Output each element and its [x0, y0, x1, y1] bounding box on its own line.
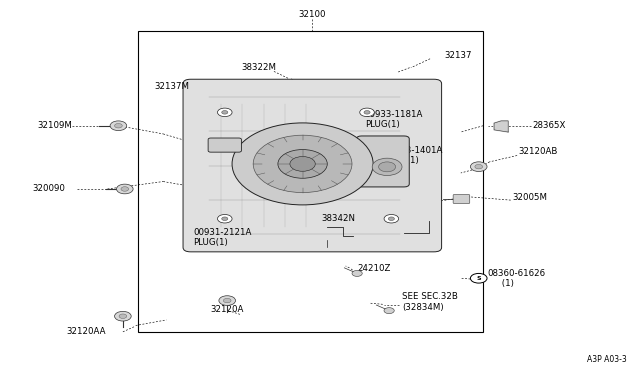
Text: 08360-61626
     (1): 08360-61626 (1) [488, 269, 546, 288]
Circle shape [218, 215, 232, 223]
Text: A3P A03-3: A3P A03-3 [588, 355, 627, 364]
Circle shape [116, 184, 133, 194]
Text: 38342N: 38342N [321, 214, 355, 223]
Text: 32137: 32137 [445, 51, 472, 60]
Circle shape [379, 162, 396, 172]
Text: 00933-1401A
PLUG(1): 00933-1401A PLUG(1) [384, 146, 442, 165]
Circle shape [253, 135, 352, 193]
Circle shape [221, 110, 228, 114]
Text: 32120AB: 32120AB [518, 147, 558, 156]
Circle shape [388, 217, 394, 221]
Circle shape [121, 187, 129, 191]
Circle shape [470, 162, 487, 171]
Polygon shape [494, 121, 508, 132]
Text: 28365X: 28365X [532, 121, 566, 130]
Circle shape [115, 124, 122, 128]
Circle shape [110, 121, 127, 131]
Circle shape [218, 108, 232, 116]
Circle shape [221, 217, 228, 221]
Text: 320090: 320090 [32, 185, 65, 193]
Text: 00931-2121A
PLUG(1): 00931-2121A PLUG(1) [193, 228, 252, 247]
Text: 32100: 32100 [299, 10, 326, 19]
Circle shape [470, 273, 487, 283]
Text: 00933-1181A
PLUG(1): 00933-1181A PLUG(1) [365, 110, 423, 129]
Circle shape [384, 308, 394, 314]
FancyBboxPatch shape [208, 138, 241, 152]
Text: 32120AA: 32120AA [67, 327, 106, 336]
Circle shape [372, 158, 402, 176]
Circle shape [278, 150, 327, 178]
Text: 38322M: 38322M [242, 63, 276, 72]
Circle shape [475, 164, 483, 169]
FancyBboxPatch shape [183, 79, 442, 252]
Text: 24210Z: 24210Z [357, 264, 390, 273]
Text: 32005M: 32005M [512, 193, 547, 202]
Circle shape [352, 270, 362, 276]
Text: 32109M: 32109M [37, 121, 72, 130]
Text: S: S [476, 276, 481, 281]
Text: 32137M: 32137M [154, 82, 189, 91]
Text: SEE SEC.32B
(32834M): SEE SEC.32B (32834M) [402, 292, 458, 312]
Circle shape [290, 157, 316, 171]
Bar [138, 31, 483, 332]
Circle shape [219, 296, 236, 305]
Text: 32120A: 32120A [211, 305, 244, 314]
FancyBboxPatch shape [356, 136, 409, 187]
Circle shape [223, 298, 231, 303]
Circle shape [115, 311, 131, 321]
Circle shape [360, 108, 374, 116]
Circle shape [364, 110, 370, 114]
Circle shape [384, 215, 399, 223]
Circle shape [232, 123, 373, 205]
FancyBboxPatch shape [453, 195, 470, 203]
Circle shape [119, 314, 127, 318]
